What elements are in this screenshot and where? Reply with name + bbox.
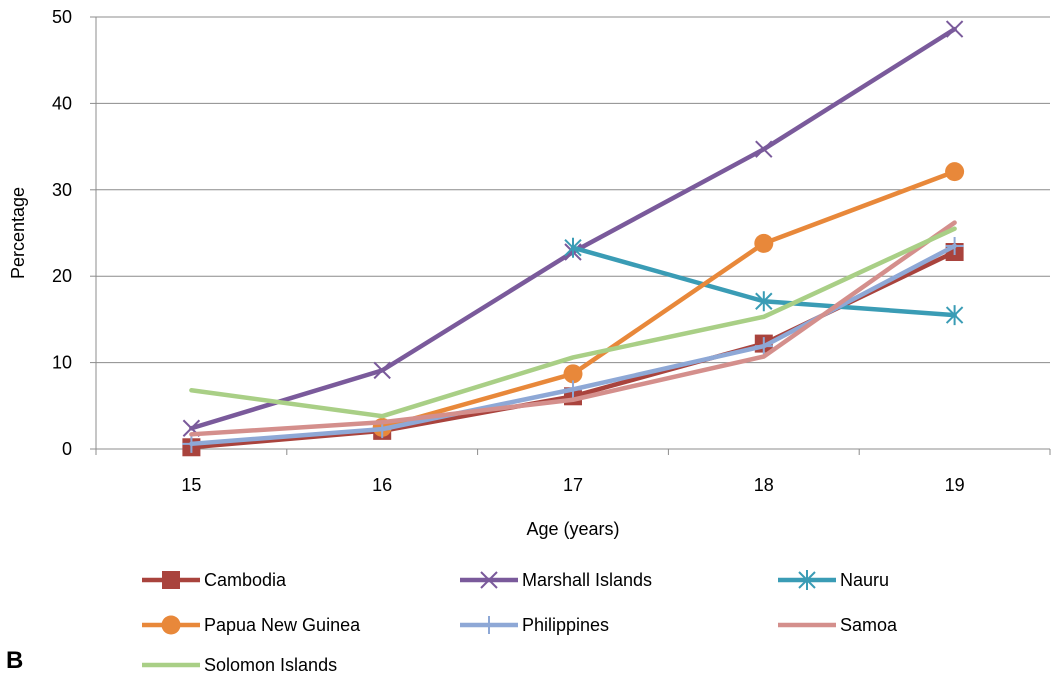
series-lines: [182, 20, 965, 457]
data-point: [564, 237, 582, 258]
data-point: [755, 140, 773, 158]
series-line: [189, 243, 957, 447]
y-tick-labels: 0 10 20 30 40 50: [52, 7, 72, 459]
data-point: [373, 361, 391, 380]
series-cambodia: [182, 243, 964, 457]
data-point: [945, 236, 964, 255]
series-samoa: [189, 220, 957, 437]
x-tick-labels: 15 16 17 18 19: [181, 475, 964, 495]
y-axis-label: Percentage: [8, 187, 28, 279]
grid-lines: [96, 16, 1050, 364]
series-line: [379, 169, 957, 430]
y-tick-label: 20: [52, 266, 72, 286]
y-tick-label: 40: [52, 93, 72, 113]
series-line: [189, 226, 957, 419]
x-axis-label: Age (years): [526, 519, 619, 539]
series-papua-new-guinea: [372, 162, 965, 437]
series-solomon-islands: [189, 226, 957, 419]
series-nauru: [564, 237, 964, 326]
x-tick-label: 18: [754, 475, 774, 495]
data-point: [563, 364, 583, 384]
series-line: [189, 220, 957, 437]
data-point: [754, 233, 774, 253]
x-tick-label: 15: [181, 475, 201, 495]
axes: [90, 16, 1051, 455]
data-point: [754, 337, 773, 356]
data-point: [564, 380, 582, 399]
y-tick-label: 50: [52, 7, 72, 27]
panel-label: B: [6, 647, 24, 674]
data-point: [945, 20, 964, 38]
y-tick-label: 30: [52, 180, 72, 200]
y-tick-label: 10: [52, 353, 72, 373]
data-point: [945, 305, 964, 326]
series-philippines: [182, 236, 964, 453]
y-tick-label: 0: [62, 439, 72, 459]
x-tick-label: 19: [945, 475, 965, 495]
data-point: [755, 291, 773, 312]
data-point: [182, 434, 201, 453]
x-tick-label: 16: [372, 475, 392, 495]
x-tick-label: 17: [563, 475, 583, 495]
data-point: [945, 162, 965, 182]
